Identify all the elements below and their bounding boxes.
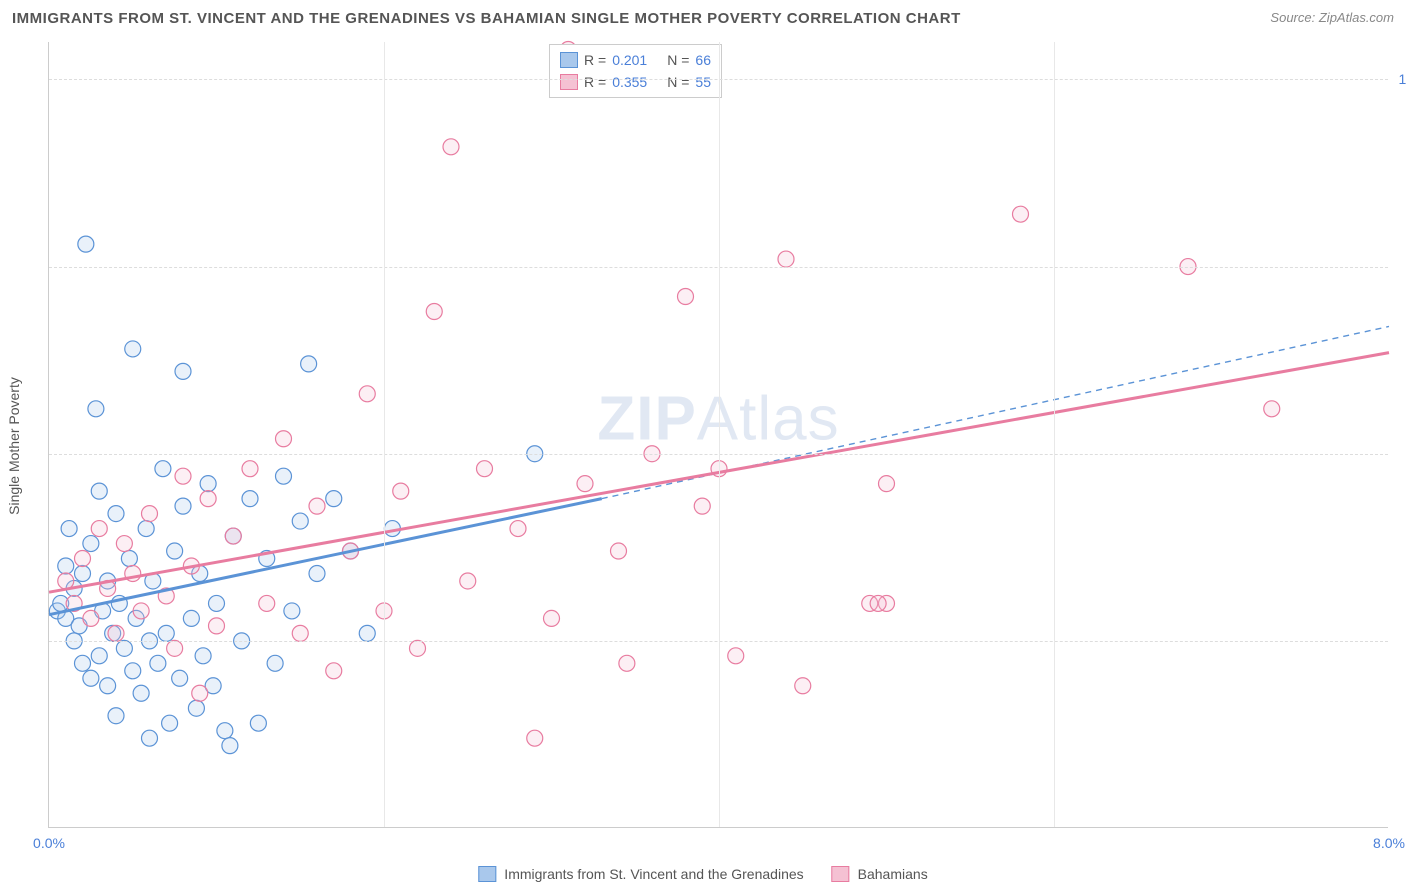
r-value-a: 0.201: [612, 52, 647, 68]
source-label: Source:: [1270, 10, 1315, 25]
y-tick-label: 25.0%: [1394, 633, 1406, 649]
y-tick-label: 75.0%: [1394, 259, 1406, 275]
correlation-legend-box: R = 0.201 N = 66 R = 0.355 N = 55: [549, 44, 722, 98]
legend-label-b: Bahamians: [858, 866, 928, 882]
legend-row-series-a: R = 0.201 N = 66: [560, 49, 711, 71]
source-attribution: Source: ZipAtlas.com: [1270, 10, 1394, 25]
swatch-bottom-b: [832, 866, 850, 882]
y-tick-label: 50.0%: [1394, 446, 1406, 462]
source-value: ZipAtlas.com: [1319, 10, 1394, 25]
n-label-b: N =: [667, 74, 689, 90]
x-tick-label: 8.0%: [1373, 835, 1405, 851]
legend-item-series-a: Immigrants from St. Vincent and the Gren…: [478, 866, 803, 882]
x-tick-label: 0.0%: [33, 835, 65, 851]
r-value-b: 0.355: [612, 74, 647, 90]
swatch-series-a: [560, 52, 578, 68]
r-label-a: R =: [584, 52, 606, 68]
series-legend: Immigrants from St. Vincent and the Gren…: [478, 866, 927, 882]
swatch-bottom-a: [478, 866, 496, 882]
y-tick-label: 100.0%: [1394, 71, 1406, 87]
n-value-a: 66: [695, 52, 711, 68]
swatch-series-b: [560, 74, 578, 90]
n-label-a: N =: [667, 52, 689, 68]
scatter-plot-area: ZIPAtlas R = 0.201 N = 66 R = 0.355 N = …: [48, 42, 1388, 828]
n-value-b: 55: [695, 74, 711, 90]
legend-row-series-b: R = 0.355 N = 55: [560, 71, 711, 93]
legend-label-a: Immigrants from St. Vincent and the Gren…: [504, 866, 803, 882]
legend-item-series-b: Bahamians: [832, 866, 928, 882]
r-label-b: R =: [584, 74, 606, 90]
chart-title: IMMIGRANTS FROM ST. VINCENT AND THE GREN…: [12, 10, 961, 27]
y-axis-title: Single Mother Poverty: [6, 377, 22, 515]
